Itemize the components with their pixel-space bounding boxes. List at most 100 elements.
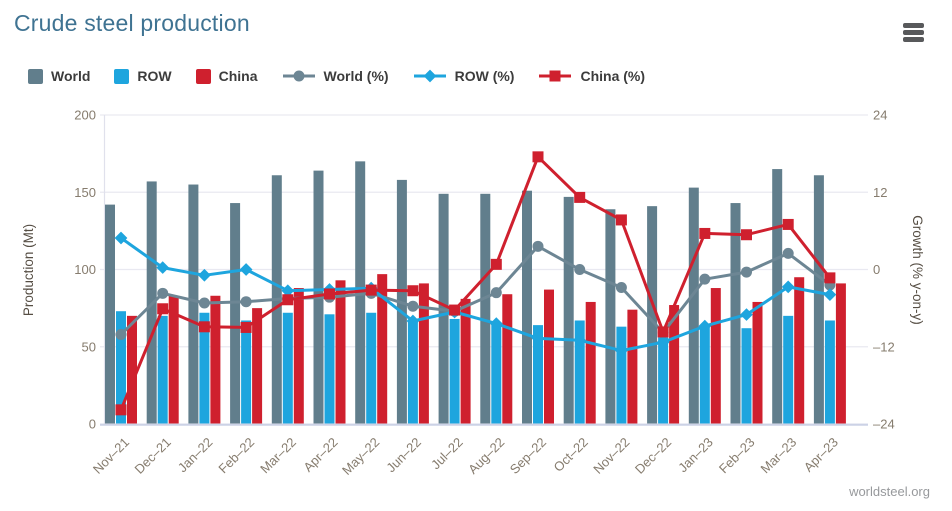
- marker-china: [741, 229, 752, 241]
- left-axis-tick-label: 50: [82, 339, 96, 354]
- page-title: Crude steel production: [14, 10, 250, 36]
- marker-china: [324, 288, 335, 300]
- legend-item-world[interactable]: World (%): [282, 68, 389, 84]
- left-axis-tick-label: 150: [74, 185, 96, 200]
- marker-world: [532, 240, 544, 252]
- x-tick-label: Feb–22: [215, 435, 257, 477]
- marker-row: [156, 261, 170, 274]
- bar-row: [199, 312, 210, 424]
- marker-world: [157, 287, 169, 299]
- bar-china: [544, 289, 554, 424]
- marker-china: [782, 218, 794, 230]
- bar-china: [835, 283, 846, 424]
- x-tick-label: Dec–22: [632, 435, 674, 477]
- legend-item-china[interactable]: China: [195, 68, 258, 84]
- hamburger-icon: [903, 30, 924, 35]
- marker-china: [532, 151, 544, 163]
- bar-china: [293, 288, 304, 424]
- legend-label-china: China (%): [580, 68, 646, 84]
- bar-row: [616, 326, 627, 424]
- marker-row: [114, 231, 128, 245]
- marker-world: [490, 287, 502, 299]
- bar-china: [669, 305, 680, 424]
- bar-row: [116, 311, 126, 424]
- legend-line-marker-china: [539, 70, 572, 82]
- bar-row: [241, 320, 252, 424]
- bar-row: [658, 337, 669, 424]
- marker-world: [115, 329, 127, 341]
- marker-china: [365, 284, 377, 296]
- bar-china: [627, 309, 638, 424]
- source-label: worldsteel.org: [849, 484, 930, 499]
- legend-label-row: ROW: [137, 68, 172, 84]
- marker-china: [115, 404, 127, 416]
- marker-row: [281, 284, 295, 298]
- marker-row: [406, 314, 420, 328]
- bar-china: [127, 315, 137, 424]
- hamburger-icon: [903, 23, 924, 28]
- legend-item-row[interactable]: ROW: [114, 68, 172, 84]
- legend-item-china[interactable]: China (%): [538, 68, 645, 84]
- x-tick-label: Apr–22: [300, 435, 340, 475]
- marker-china: [198, 321, 210, 333]
- bar-world: [522, 190, 532, 424]
- bar-row: [366, 312, 377, 424]
- x-tick-label: Dec–21: [132, 435, 174, 477]
- line-world: [119, 244, 832, 336]
- legend-label-world: World: [51, 68, 91, 84]
- legend-swatch-world: [28, 68, 43, 84]
- x-tick-label: Apr–23: [801, 435, 841, 475]
- legend: World ROW China World (%) ROW (%) China (%): [28, 68, 645, 84]
- bar-row: [282, 312, 293, 424]
- bar-row: [157, 315, 168, 424]
- x-tick-label: Mar–23: [758, 435, 800, 477]
- bar-row: [533, 325, 543, 424]
- legend-item-row[interactable]: ROW (%): [413, 68, 515, 84]
- legend-label-world: World (%): [323, 68, 389, 84]
- menu-button[interactable]: [901, 21, 926, 44]
- legend-line-marker-world: [282, 70, 315, 82]
- marker-china: [824, 272, 836, 284]
- bar-china: [794, 277, 805, 424]
- bar-world: [647, 206, 658, 424]
- bar-world: [105, 204, 115, 424]
- legend-swatch-china: [195, 68, 211, 84]
- bar-china: [502, 294, 513, 424]
- bar-row: [449, 318, 460, 424]
- marker-row: [489, 317, 503, 330]
- legend-label-row: ROW (%): [454, 68, 515, 84]
- x-tick-label: Nov–22: [590, 435, 632, 477]
- marker-china: [157, 303, 169, 315]
- marker-china: [490, 258, 502, 270]
- x-tick-label: Jul–22: [428, 435, 466, 473]
- marker-china: [615, 214, 627, 226]
- right-axis-tick-label: 0: [873, 262, 880, 277]
- bar-china: [168, 295, 179, 424]
- x-tick-label: Aug–22: [465, 435, 507, 477]
- marker-world: [240, 296, 252, 308]
- bar-world: [605, 209, 616, 424]
- right-axis-tick-label: 24: [873, 108, 887, 123]
- x-tick-label: Jan–22: [175, 435, 216, 476]
- right-axis-tick-label: –12: [873, 339, 895, 354]
- marker-china: [407, 285, 419, 297]
- x-tick-label: Sep–22: [507, 435, 549, 477]
- bar-row: [783, 315, 794, 424]
- x-tick-label: Mar–22: [257, 435, 299, 477]
- bar-china: [752, 301, 763, 424]
- bar-row: [574, 320, 585, 424]
- marker-china: [282, 294, 294, 306]
- line-china: [119, 155, 832, 412]
- x-tick-label: Nov–21: [90, 435, 132, 477]
- x-tick-label: Jan–23: [675, 435, 716, 476]
- x-tick-label: Oct–22: [551, 435, 591, 475]
- bar-row: [407, 320, 418, 424]
- bar-china: [377, 274, 388, 424]
- left-axis-tick-label: 200: [74, 108, 96, 123]
- legend-item-world[interactable]: World: [28, 68, 90, 84]
- legend-line-marker-row: [413, 69, 446, 83]
- left-axis-title: Production (Mt): [21, 224, 36, 316]
- bar-china: [335, 280, 346, 424]
- marker-world: [699, 273, 711, 285]
